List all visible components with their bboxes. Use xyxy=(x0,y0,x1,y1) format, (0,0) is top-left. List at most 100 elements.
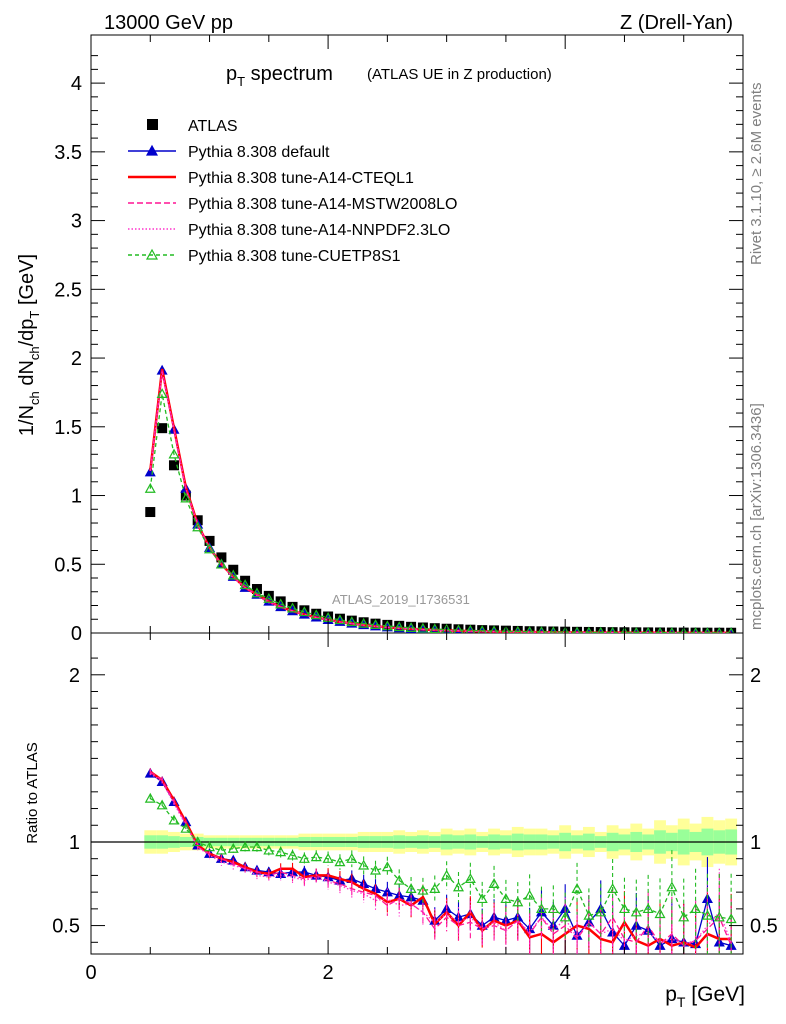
ratio-point xyxy=(535,903,547,914)
ratio-point xyxy=(192,836,204,847)
y-tick-label: 2 xyxy=(71,348,82,370)
ratio-point xyxy=(713,911,725,922)
y-tick-label-right: 2 xyxy=(750,665,761,687)
data-point xyxy=(204,543,216,554)
ratio-point xyxy=(381,861,393,872)
data-point xyxy=(716,627,723,633)
y-axis-label-main: 1/Nch dNch/dpT [GeV] xyxy=(16,254,42,436)
data-point xyxy=(477,625,487,633)
data-point xyxy=(287,602,299,613)
ratio-panel xyxy=(90,632,744,955)
ratio-point xyxy=(488,878,500,888)
ratio-point xyxy=(441,869,453,880)
side-rivet: Rivet 3.1.10, ≥ 2.6M events xyxy=(748,83,765,266)
ratio-point xyxy=(524,889,536,900)
side-mcplots: mcplots.cern.ch [arXiv:1306.3436] xyxy=(748,403,765,630)
legend-label: Pythia 8.308 tune-A14-CTEQL1 xyxy=(188,170,414,187)
data-point xyxy=(597,626,605,633)
ratio-point xyxy=(583,909,595,920)
ratio-point xyxy=(215,844,227,855)
ratio-series xyxy=(149,768,732,954)
data-point xyxy=(239,579,251,590)
data-point xyxy=(168,460,179,471)
data-point xyxy=(204,535,215,546)
legend-label: Pythia 8.308 tune-A14-NNPDF2.3LO xyxy=(188,222,450,239)
ratio-point xyxy=(690,903,702,914)
ratio-point xyxy=(500,893,512,904)
x-axis-label: pT [GeV] xyxy=(665,983,745,1010)
ratio-point xyxy=(452,881,465,892)
data-point xyxy=(157,423,168,434)
main-series xyxy=(144,388,735,633)
ratio-point xyxy=(678,911,690,922)
ratio-point xyxy=(239,841,251,852)
y-tick-label-right: 0.5 xyxy=(750,916,778,938)
data-point xyxy=(692,627,699,633)
ratio-point xyxy=(334,856,346,867)
ratio-point xyxy=(512,896,524,907)
legend-entry: ATLAS xyxy=(147,118,238,135)
legend-entry: Pythia 8.308 tune-CUETP8S1 xyxy=(128,248,401,265)
y-tick-label: 2.5 xyxy=(54,279,82,301)
data-point xyxy=(334,614,346,625)
data-point xyxy=(704,627,711,633)
legend-marker xyxy=(145,144,159,156)
legend-label: ATLAS xyxy=(188,118,238,135)
header-right: Z (Drell-Yan) xyxy=(620,12,733,34)
ratio-point xyxy=(298,852,310,863)
legend-marker xyxy=(147,119,158,130)
data-point xyxy=(501,625,511,633)
data-point xyxy=(632,626,640,633)
data-point xyxy=(227,569,239,580)
data-point xyxy=(251,587,263,598)
ratio-frame xyxy=(90,632,744,955)
ratio-point xyxy=(417,884,429,895)
legend-label: Pythia 8.308 default xyxy=(188,144,330,161)
data-point xyxy=(144,482,156,493)
legend-entry: Pythia 8.308 default xyxy=(128,144,330,161)
data-point xyxy=(621,626,628,633)
ratio-point xyxy=(464,873,476,883)
y-axis-label-ratio: Ratio to ATLAS xyxy=(24,742,41,843)
data-point xyxy=(441,623,452,633)
ratio-point xyxy=(630,906,642,917)
data-point xyxy=(453,624,464,633)
data-point xyxy=(513,625,522,633)
ratio-series xyxy=(144,792,737,954)
ratio-point xyxy=(595,906,607,917)
ratio-point xyxy=(310,851,322,862)
ratio-point xyxy=(654,908,666,919)
x-tick-label: 0 xyxy=(85,962,96,984)
main-series xyxy=(149,371,732,633)
data-point xyxy=(465,624,475,633)
ratio-series xyxy=(149,770,732,954)
data-point xyxy=(405,622,417,632)
data-point xyxy=(429,623,441,633)
y-tick-label: 3 xyxy=(71,211,82,233)
data-point xyxy=(358,617,370,628)
y-tick-label: 1 xyxy=(71,486,82,508)
ratio-point xyxy=(476,893,488,904)
y-tick-label: 0 xyxy=(71,623,82,645)
ratio-point xyxy=(322,852,334,863)
data-point xyxy=(145,507,156,518)
data-point xyxy=(168,448,180,459)
watermark: ATLAS_2019_I1736531 xyxy=(332,592,470,607)
data-point xyxy=(275,598,287,609)
ratio-point xyxy=(547,903,559,914)
legend-label: Pythia 8.308 tune-CUETP8S1 xyxy=(188,248,401,265)
ratio-point xyxy=(263,844,275,855)
ratio-point xyxy=(144,792,156,803)
data-point xyxy=(180,490,191,501)
x-tick-label: 2 xyxy=(323,962,334,984)
data-point xyxy=(192,521,204,532)
data-point xyxy=(489,625,499,633)
data-point xyxy=(609,626,617,633)
y-tick-label: 1 xyxy=(69,832,80,854)
legend-entry: Pythia 8.308 tune-A14-MSTW2008LO xyxy=(128,196,457,213)
data-point xyxy=(310,609,322,620)
data-point xyxy=(537,626,546,633)
ratio-point xyxy=(429,883,441,893)
data-point xyxy=(417,622,429,633)
